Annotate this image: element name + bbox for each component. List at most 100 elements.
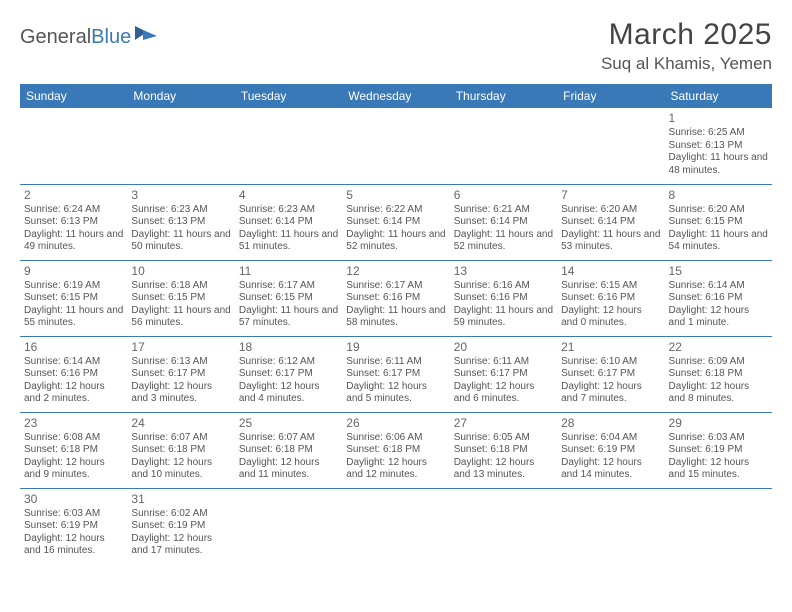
daylight-text: Daylight: 11 hours and 56 minutes. bbox=[131, 305, 230, 330]
day-number: 29 bbox=[669, 416, 768, 431]
daylight-text: Daylight: 11 hours and 52 minutes. bbox=[454, 229, 553, 254]
day-cell: 30Sunrise: 6:03 AMSunset: 6:19 PMDayligh… bbox=[20, 488, 127, 564]
day-number: 6 bbox=[454, 188, 553, 203]
sunset-text: Sunset: 6:18 PM bbox=[131, 444, 230, 457]
sunset-text: Sunset: 6:13 PM bbox=[669, 140, 768, 153]
title-block: March 2025 Suq al Khamis, Yemen bbox=[601, 18, 772, 74]
day-cell: 13Sunrise: 6:16 AMSunset: 6:16 PMDayligh… bbox=[450, 260, 557, 336]
day-number: 5 bbox=[346, 188, 445, 203]
daylight-text: Daylight: 11 hours and 51 minutes. bbox=[239, 229, 338, 254]
day-cell: 7Sunrise: 6:20 AMSunset: 6:14 PMDaylight… bbox=[557, 184, 664, 260]
sunrise-text: Sunrise: 6:23 AM bbox=[239, 204, 338, 217]
day-cell: 4Sunrise: 6:23 AMSunset: 6:14 PMDaylight… bbox=[235, 184, 342, 260]
logo-word-2: Blue bbox=[91, 26, 131, 48]
sunrise-text: Sunrise: 6:05 AM bbox=[454, 432, 553, 445]
sunset-text: Sunset: 6:18 PM bbox=[239, 444, 338, 457]
day-cell: 12Sunrise: 6:17 AMSunset: 6:16 PMDayligh… bbox=[342, 260, 449, 336]
sunset-text: Sunset: 6:15 PM bbox=[239, 292, 338, 305]
sunset-text: Sunset: 6:18 PM bbox=[24, 444, 123, 457]
calendar-week: 23Sunrise: 6:08 AMSunset: 6:18 PMDayligh… bbox=[20, 412, 772, 488]
day-number: 31 bbox=[131, 492, 230, 507]
day-number: 27 bbox=[454, 416, 553, 431]
daylight-text: Daylight: 11 hours and 58 minutes. bbox=[346, 305, 445, 330]
calendar-week: 2Sunrise: 6:24 AMSunset: 6:13 PMDaylight… bbox=[20, 184, 772, 260]
sunrise-text: Sunrise: 6:07 AM bbox=[239, 432, 338, 445]
sunset-text: Sunset: 6:16 PM bbox=[669, 292, 768, 305]
daylight-text: Daylight: 11 hours and 49 minutes. bbox=[24, 229, 123, 254]
day-cell: 24Sunrise: 6:07 AMSunset: 6:18 PMDayligh… bbox=[127, 412, 234, 488]
day-cell: 23Sunrise: 6:08 AMSunset: 6:18 PMDayligh… bbox=[20, 412, 127, 488]
daylight-text: Daylight: 12 hours and 3 minutes. bbox=[131, 381, 230, 406]
empty-cell bbox=[557, 108, 664, 184]
day-cell: 11Sunrise: 6:17 AMSunset: 6:15 PMDayligh… bbox=[235, 260, 342, 336]
brand-logo: GeneralBlue bbox=[20, 24, 161, 51]
sunrise-text: Sunrise: 6:08 AM bbox=[24, 432, 123, 445]
sunset-text: Sunset: 6:16 PM bbox=[561, 292, 660, 305]
day-cell: 20Sunrise: 6:11 AMSunset: 6:17 PMDayligh… bbox=[450, 336, 557, 412]
day-cell: 17Sunrise: 6:13 AMSunset: 6:17 PMDayligh… bbox=[127, 336, 234, 412]
daylight-text: Daylight: 12 hours and 4 minutes. bbox=[239, 381, 338, 406]
calendar-week: 30Sunrise: 6:03 AMSunset: 6:19 PMDayligh… bbox=[20, 488, 772, 564]
day-cell: 3Sunrise: 6:23 AMSunset: 6:13 PMDaylight… bbox=[127, 184, 234, 260]
daylight-text: Daylight: 11 hours and 50 minutes. bbox=[131, 229, 230, 254]
sunrise-text: Sunrise: 6:17 AM bbox=[346, 280, 445, 293]
day-number: 20 bbox=[454, 340, 553, 355]
sunset-text: Sunset: 6:16 PM bbox=[346, 292, 445, 305]
sunrise-text: Sunrise: 6:14 AM bbox=[24, 356, 123, 369]
daylight-text: Daylight: 12 hours and 5 minutes. bbox=[346, 381, 445, 406]
daylight-text: Daylight: 11 hours and 55 minutes. bbox=[24, 305, 123, 330]
calendar-week: 1Sunrise: 6:25 AMSunset: 6:13 PMDaylight… bbox=[20, 108, 772, 184]
calendar-week: 16Sunrise: 6:14 AMSunset: 6:16 PMDayligh… bbox=[20, 336, 772, 412]
sunset-text: Sunset: 6:14 PM bbox=[454, 216, 553, 229]
empty-cell bbox=[235, 108, 342, 184]
sunset-text: Sunset: 6:15 PM bbox=[669, 216, 768, 229]
empty-cell bbox=[450, 108, 557, 184]
day-number: 17 bbox=[131, 340, 230, 355]
day-cell: 18Sunrise: 6:12 AMSunset: 6:17 PMDayligh… bbox=[235, 336, 342, 412]
day-cell: 22Sunrise: 6:09 AMSunset: 6:18 PMDayligh… bbox=[665, 336, 772, 412]
day-cell: 16Sunrise: 6:14 AMSunset: 6:16 PMDayligh… bbox=[20, 336, 127, 412]
sunset-text: Sunset: 6:18 PM bbox=[454, 444, 553, 457]
daylight-text: Daylight: 12 hours and 7 minutes. bbox=[561, 381, 660, 406]
sunrise-text: Sunrise: 6:21 AM bbox=[454, 204, 553, 217]
daylight-text: Daylight: 12 hours and 17 minutes. bbox=[131, 533, 230, 558]
sunset-text: Sunset: 6:18 PM bbox=[669, 368, 768, 381]
daylight-text: Daylight: 12 hours and 11 minutes. bbox=[239, 457, 338, 482]
day-number: 7 bbox=[561, 188, 660, 203]
sunrise-text: Sunrise: 6:13 AM bbox=[131, 356, 230, 369]
sunrise-text: Sunrise: 6:17 AM bbox=[239, 280, 338, 293]
empty-cell bbox=[450, 488, 557, 564]
empty-cell bbox=[127, 108, 234, 184]
day-number: 1 bbox=[669, 111, 768, 126]
day-number: 9 bbox=[24, 264, 123, 279]
empty-cell bbox=[342, 108, 449, 184]
sunset-text: Sunset: 6:17 PM bbox=[239, 368, 338, 381]
sunset-text: Sunset: 6:16 PM bbox=[454, 292, 553, 305]
day-number: 12 bbox=[346, 264, 445, 279]
sunrise-text: Sunrise: 6:22 AM bbox=[346, 204, 445, 217]
daylight-text: Daylight: 11 hours and 54 minutes. bbox=[669, 229, 768, 254]
weekday-header: Monday bbox=[127, 84, 234, 108]
day-number: 11 bbox=[239, 264, 338, 279]
day-cell: 14Sunrise: 6:15 AMSunset: 6:16 PMDayligh… bbox=[557, 260, 664, 336]
header: GeneralBlue March 2025 Suq al Khamis, Ye… bbox=[20, 18, 772, 74]
daylight-text: Daylight: 11 hours and 48 minutes. bbox=[669, 152, 768, 177]
sunset-text: Sunset: 6:19 PM bbox=[669, 444, 768, 457]
sunrise-text: Sunrise: 6:18 AM bbox=[131, 280, 230, 293]
day-cell: 6Sunrise: 6:21 AMSunset: 6:14 PMDaylight… bbox=[450, 184, 557, 260]
day-number: 22 bbox=[669, 340, 768, 355]
empty-cell bbox=[557, 488, 664, 564]
day-number: 25 bbox=[239, 416, 338, 431]
sunrise-text: Sunrise: 6:06 AM bbox=[346, 432, 445, 445]
day-cell: 15Sunrise: 6:14 AMSunset: 6:16 PMDayligh… bbox=[665, 260, 772, 336]
month-title: March 2025 bbox=[601, 18, 772, 52]
sunset-text: Sunset: 6:15 PM bbox=[131, 292, 230, 305]
daylight-text: Daylight: 12 hours and 1 minute. bbox=[669, 305, 768, 330]
day-number: 18 bbox=[239, 340, 338, 355]
sunrise-text: Sunrise: 6:07 AM bbox=[131, 432, 230, 445]
day-number: 15 bbox=[669, 264, 768, 279]
day-cell: 21Sunrise: 6:10 AMSunset: 6:17 PMDayligh… bbox=[557, 336, 664, 412]
day-cell: 5Sunrise: 6:22 AMSunset: 6:14 PMDaylight… bbox=[342, 184, 449, 260]
calendar-grid: SundayMondayTuesdayWednesdayThursdayFrid… bbox=[20, 84, 772, 564]
day-number: 30 bbox=[24, 492, 123, 507]
